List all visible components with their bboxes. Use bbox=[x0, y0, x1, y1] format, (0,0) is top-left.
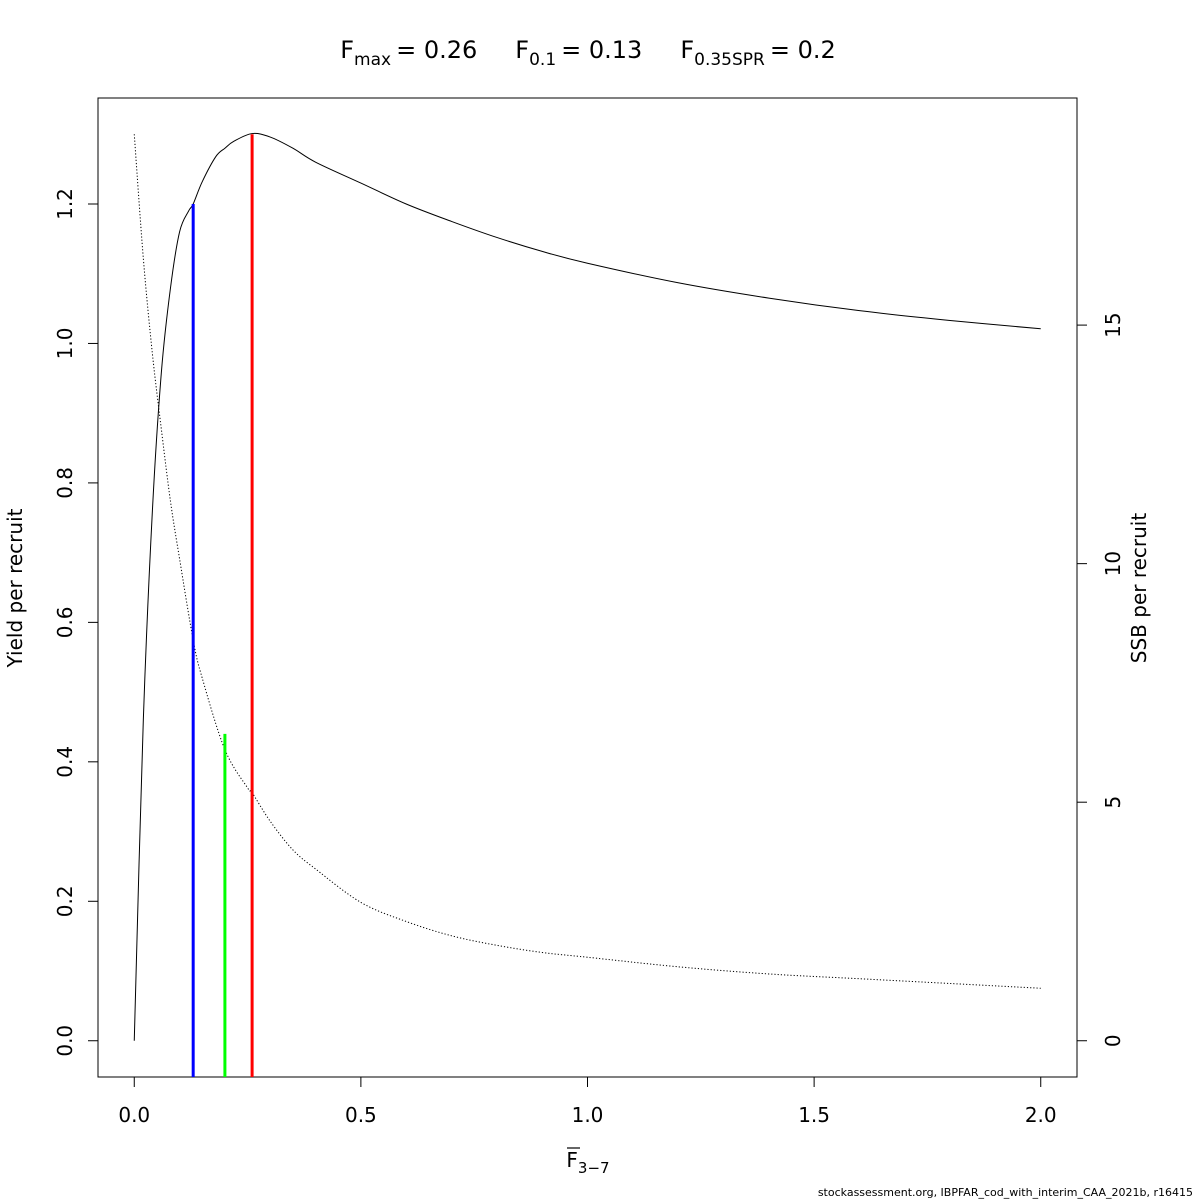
x-tick-label: 0.0 bbox=[118, 1103, 150, 1127]
y-right-tick-label: 5 bbox=[1101, 796, 1125, 809]
x-axis-label-base: F bbox=[566, 1148, 578, 1172]
series-layer bbox=[133, 132, 1041, 1041]
yield-per-recruit-line bbox=[133, 132, 1041, 1041]
title-f035-base: F bbox=[680, 36, 694, 64]
y-left-tick-label: 1.2 bbox=[53, 188, 77, 220]
reference-lines bbox=[191, 134, 254, 1077]
ssb-per-recruit-line bbox=[133, 134, 1041, 989]
y-left-tick-label: 1.0 bbox=[53, 328, 77, 360]
y-right-tick-label: 0 bbox=[1101, 1034, 1125, 1047]
y-right-axis-label: SSB per recruit bbox=[1127, 513, 1151, 664]
y-left-axis-label: Yield per recruit bbox=[3, 508, 27, 668]
footer-credit: stockassessment.org, IBPFAR_cod_with_int… bbox=[818, 1186, 1193, 1199]
title-fmax-base: F bbox=[340, 36, 354, 64]
x-tick-label: 1.5 bbox=[798, 1103, 830, 1127]
x-tick-label: 1.0 bbox=[572, 1103, 604, 1127]
x-tick-label: 2.0 bbox=[1025, 1103, 1057, 1127]
x-axis-label-sub: 3−7 bbox=[578, 1159, 610, 1177]
y-left-tick-label: 0.4 bbox=[53, 746, 77, 778]
chart-title: Fmax = 0.26 F0.1 = 0.13 F0.35SPR = 0.2 bbox=[340, 36, 836, 70]
y-left-tick-label: 0.6 bbox=[53, 606, 77, 638]
plot-frame bbox=[97, 97, 1078, 1078]
x-axis-label: F3−7 bbox=[566, 1148, 609, 1177]
y-right-tick-label: 10 bbox=[1101, 551, 1125, 576]
y-left-tick-label: 0.2 bbox=[53, 885, 77, 917]
title-fmax-value: = 0.26 bbox=[396, 36, 477, 64]
axes-ticks: 0.0 0.5 1.0 1.5 2.0 0.0 0.2 0.4 0.6 0.8 1.0 1.2 0 5 10… bbox=[53, 188, 1125, 1127]
y-right-tick-label: 15 bbox=[1101, 312, 1125, 337]
title-f01-value: = 0.13 bbox=[561, 36, 642, 64]
x-tick-label: 0.5 bbox=[345, 1103, 377, 1127]
title-f035-value: = 0.2 bbox=[770, 36, 836, 64]
y-left-tick-label: 0.0 bbox=[53, 1025, 77, 1057]
title-fmax-sub: max bbox=[354, 50, 391, 70]
title-f01-base: F bbox=[515, 36, 529, 64]
title-f035-sub: 0.35SPR bbox=[694, 50, 765, 70]
y-left-tick-label: 0.8 bbox=[53, 467, 77, 499]
title-f01-sub: 0.1 bbox=[529, 50, 556, 70]
